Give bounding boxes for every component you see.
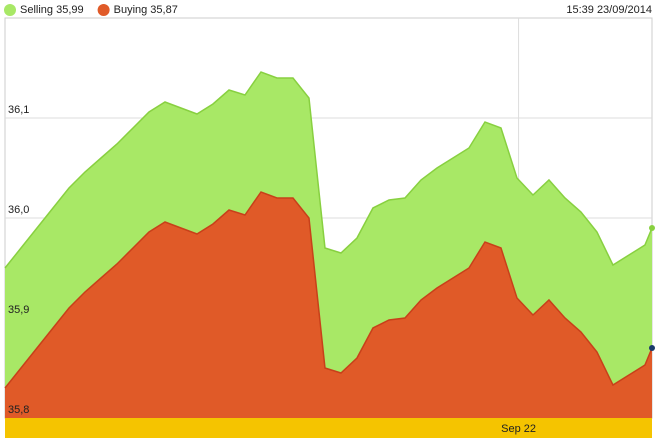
legend-label: Buying 35,87	[114, 4, 178, 16]
end-point	[649, 225, 655, 231]
end-point	[649, 345, 655, 351]
x-axis-band	[5, 418, 652, 438]
y-tick-label: 36,1	[8, 104, 29, 116]
legend-label: Selling 35,99	[20, 4, 84, 16]
timestamp: 15:39 23/09/2014	[566, 4, 652, 16]
legend-marker	[4, 4, 16, 16]
x-tick-label: Sep 22	[501, 423, 536, 435]
legend-marker	[97, 4, 110, 16]
y-tick-label: 35,8	[8, 404, 29, 416]
area-line	[4, 191, 653, 389]
area	[5, 192, 652, 418]
y-tick-label: 36,0	[8, 204, 29, 216]
y-tick-label: 35,9	[8, 304, 29, 316]
area-line	[4, 71, 653, 269]
